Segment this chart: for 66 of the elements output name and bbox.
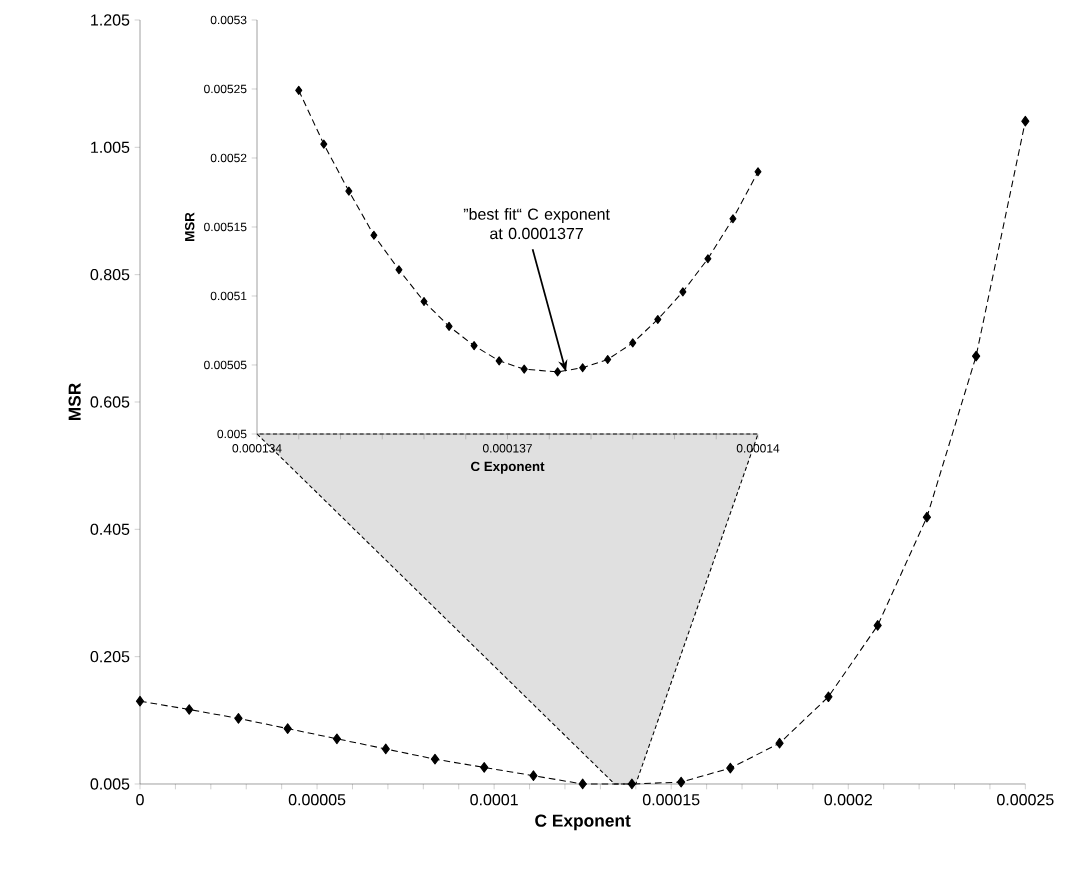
point (320, 139, 328, 149)
point (971, 350, 981, 362)
point (704, 254, 712, 264)
point (480, 762, 489, 773)
point (554, 367, 562, 377)
x-tick-label: 0.000137 (482, 444, 532, 453)
x-tick-label: 0.00025 (997, 794, 1054, 806)
x-tick-label: 0.0001 (470, 794, 518, 806)
point (676, 776, 686, 788)
point (604, 354, 612, 364)
x-tick-label: 0 (136, 794, 144, 806)
y-axis-title: MSR (68, 383, 81, 421)
point (370, 230, 378, 240)
x-axis-title: C Exponent (471, 461, 545, 474)
point (185, 704, 194, 715)
point (824, 691, 833, 703)
point (234, 713, 243, 724)
y-tick-label: 0.00515 (204, 222, 247, 232)
point (729, 214, 737, 224)
point (495, 356, 503, 366)
point (873, 620, 882, 631)
point (627, 778, 637, 790)
annotation: ”best fit“ C exponent at 0.0001377 (463, 208, 610, 240)
point (420, 296, 428, 307)
point (579, 363, 587, 373)
point (445, 321, 453, 331)
y-tick-label: 0.805 (90, 268, 130, 281)
point (775, 737, 784, 749)
point (470, 341, 478, 351)
x-tick-label: 0.00014 (736, 444, 780, 453)
y-axis-title: MSR (185, 212, 195, 241)
y-tick-label: 0.205 (90, 650, 130, 663)
point (679, 287, 687, 297)
point (283, 723, 292, 734)
point (754, 167, 762, 177)
y-tick-label: 0.00525 (204, 84, 247, 94)
x-tick-label: 0.00005 (288, 794, 346, 806)
point (578, 778, 587, 790)
y-tick-label: 0.605 (90, 396, 130, 408)
y-tick-label: 0.0053 (210, 15, 247, 25)
point (345, 186, 353, 196)
point (529, 770, 538, 782)
x-tick-label: 0.0002 (824, 794, 872, 806)
x-axis-title: C Exponent (535, 814, 631, 831)
point (629, 338, 637, 348)
y-tick-label: 0.005 (217, 429, 247, 439)
y-tick-label: 1.005 (91, 141, 130, 153)
point (395, 265, 403, 275)
point (1021, 115, 1030, 127)
point (381, 743, 390, 755)
point (135, 695, 145, 707)
y-tick-label: 0.405 (90, 523, 130, 535)
point (295, 85, 303, 95)
point (726, 762, 735, 774)
point (332, 733, 342, 745)
y-tick-label: 0.005 (90, 778, 130, 790)
point (520, 364, 528, 374)
x-tick-label: 0.00015 (642, 794, 700, 806)
x-tick-label: 0.000134 (232, 444, 282, 453)
point (922, 511, 932, 523)
y-tick-label: 0.0051 (210, 291, 247, 301)
point (654, 314, 662, 324)
point (430, 753, 440, 765)
y-tick-label: 1.205 (91, 14, 130, 26)
y-tick-label: 0.0052 (210, 153, 247, 163)
y-tick-label: 0.00505 (204, 360, 247, 370)
